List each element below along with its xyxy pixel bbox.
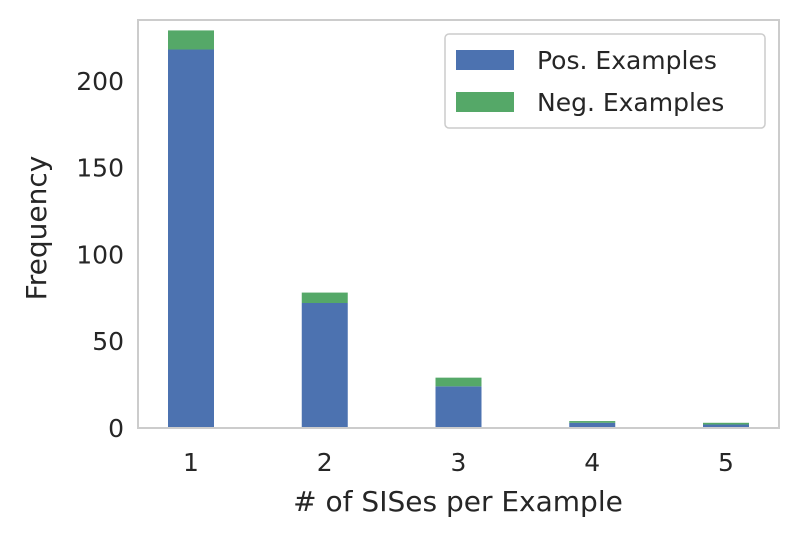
bar-neg-4 <box>569 421 616 423</box>
x-tick-label-4: 4 <box>584 448 600 477</box>
x-axis-label: # of SISes per Example <box>293 485 623 518</box>
legend-swatch-pos <box>456 50 514 70</box>
x-tick-label-2: 2 <box>317 448 333 477</box>
bar-pos-4 <box>569 422 616 428</box>
legend: Pos. Examples Neg. Examples <box>444 33 766 129</box>
legend-swatch-neg <box>456 92 514 112</box>
y-tick-label-100: 100 <box>76 240 124 269</box>
legend-label-pos: Pos. Examples <box>537 46 717 75</box>
y-axis-label: Frequency <box>20 156 53 301</box>
bar-pos-5 <box>703 424 749 428</box>
y-tick-label-150: 150 <box>76 154 124 183</box>
y-ticks-group: 0 50 100 150 200 <box>76 67 124 443</box>
x-tick-label-3: 3 <box>451 448 467 477</box>
bar-pos-1 <box>168 49 214 428</box>
plot-frame <box>137 19 780 429</box>
x-ticks-group: 1 2 3 4 5 <box>183 448 734 477</box>
x-tick-label-5: 5 <box>718 448 734 477</box>
bar-neg-2 <box>301 292 348 303</box>
bar-pos-3 <box>435 386 482 428</box>
bars-group <box>168 30 749 428</box>
y-tick-label-0: 0 <box>108 414 124 443</box>
legend-label-neg: Neg. Examples <box>537 88 724 117</box>
bar-neg-1 <box>168 30 214 50</box>
bar-neg-5 <box>703 422 749 425</box>
bar-pos-2 <box>301 302 348 428</box>
x-tick-label-1: 1 <box>183 448 199 477</box>
legend-frame <box>444 33 766 129</box>
y-tick-label-50: 50 <box>92 327 124 356</box>
y-tick-label-200: 200 <box>76 67 124 96</box>
bar-neg-3 <box>435 377 482 387</box>
